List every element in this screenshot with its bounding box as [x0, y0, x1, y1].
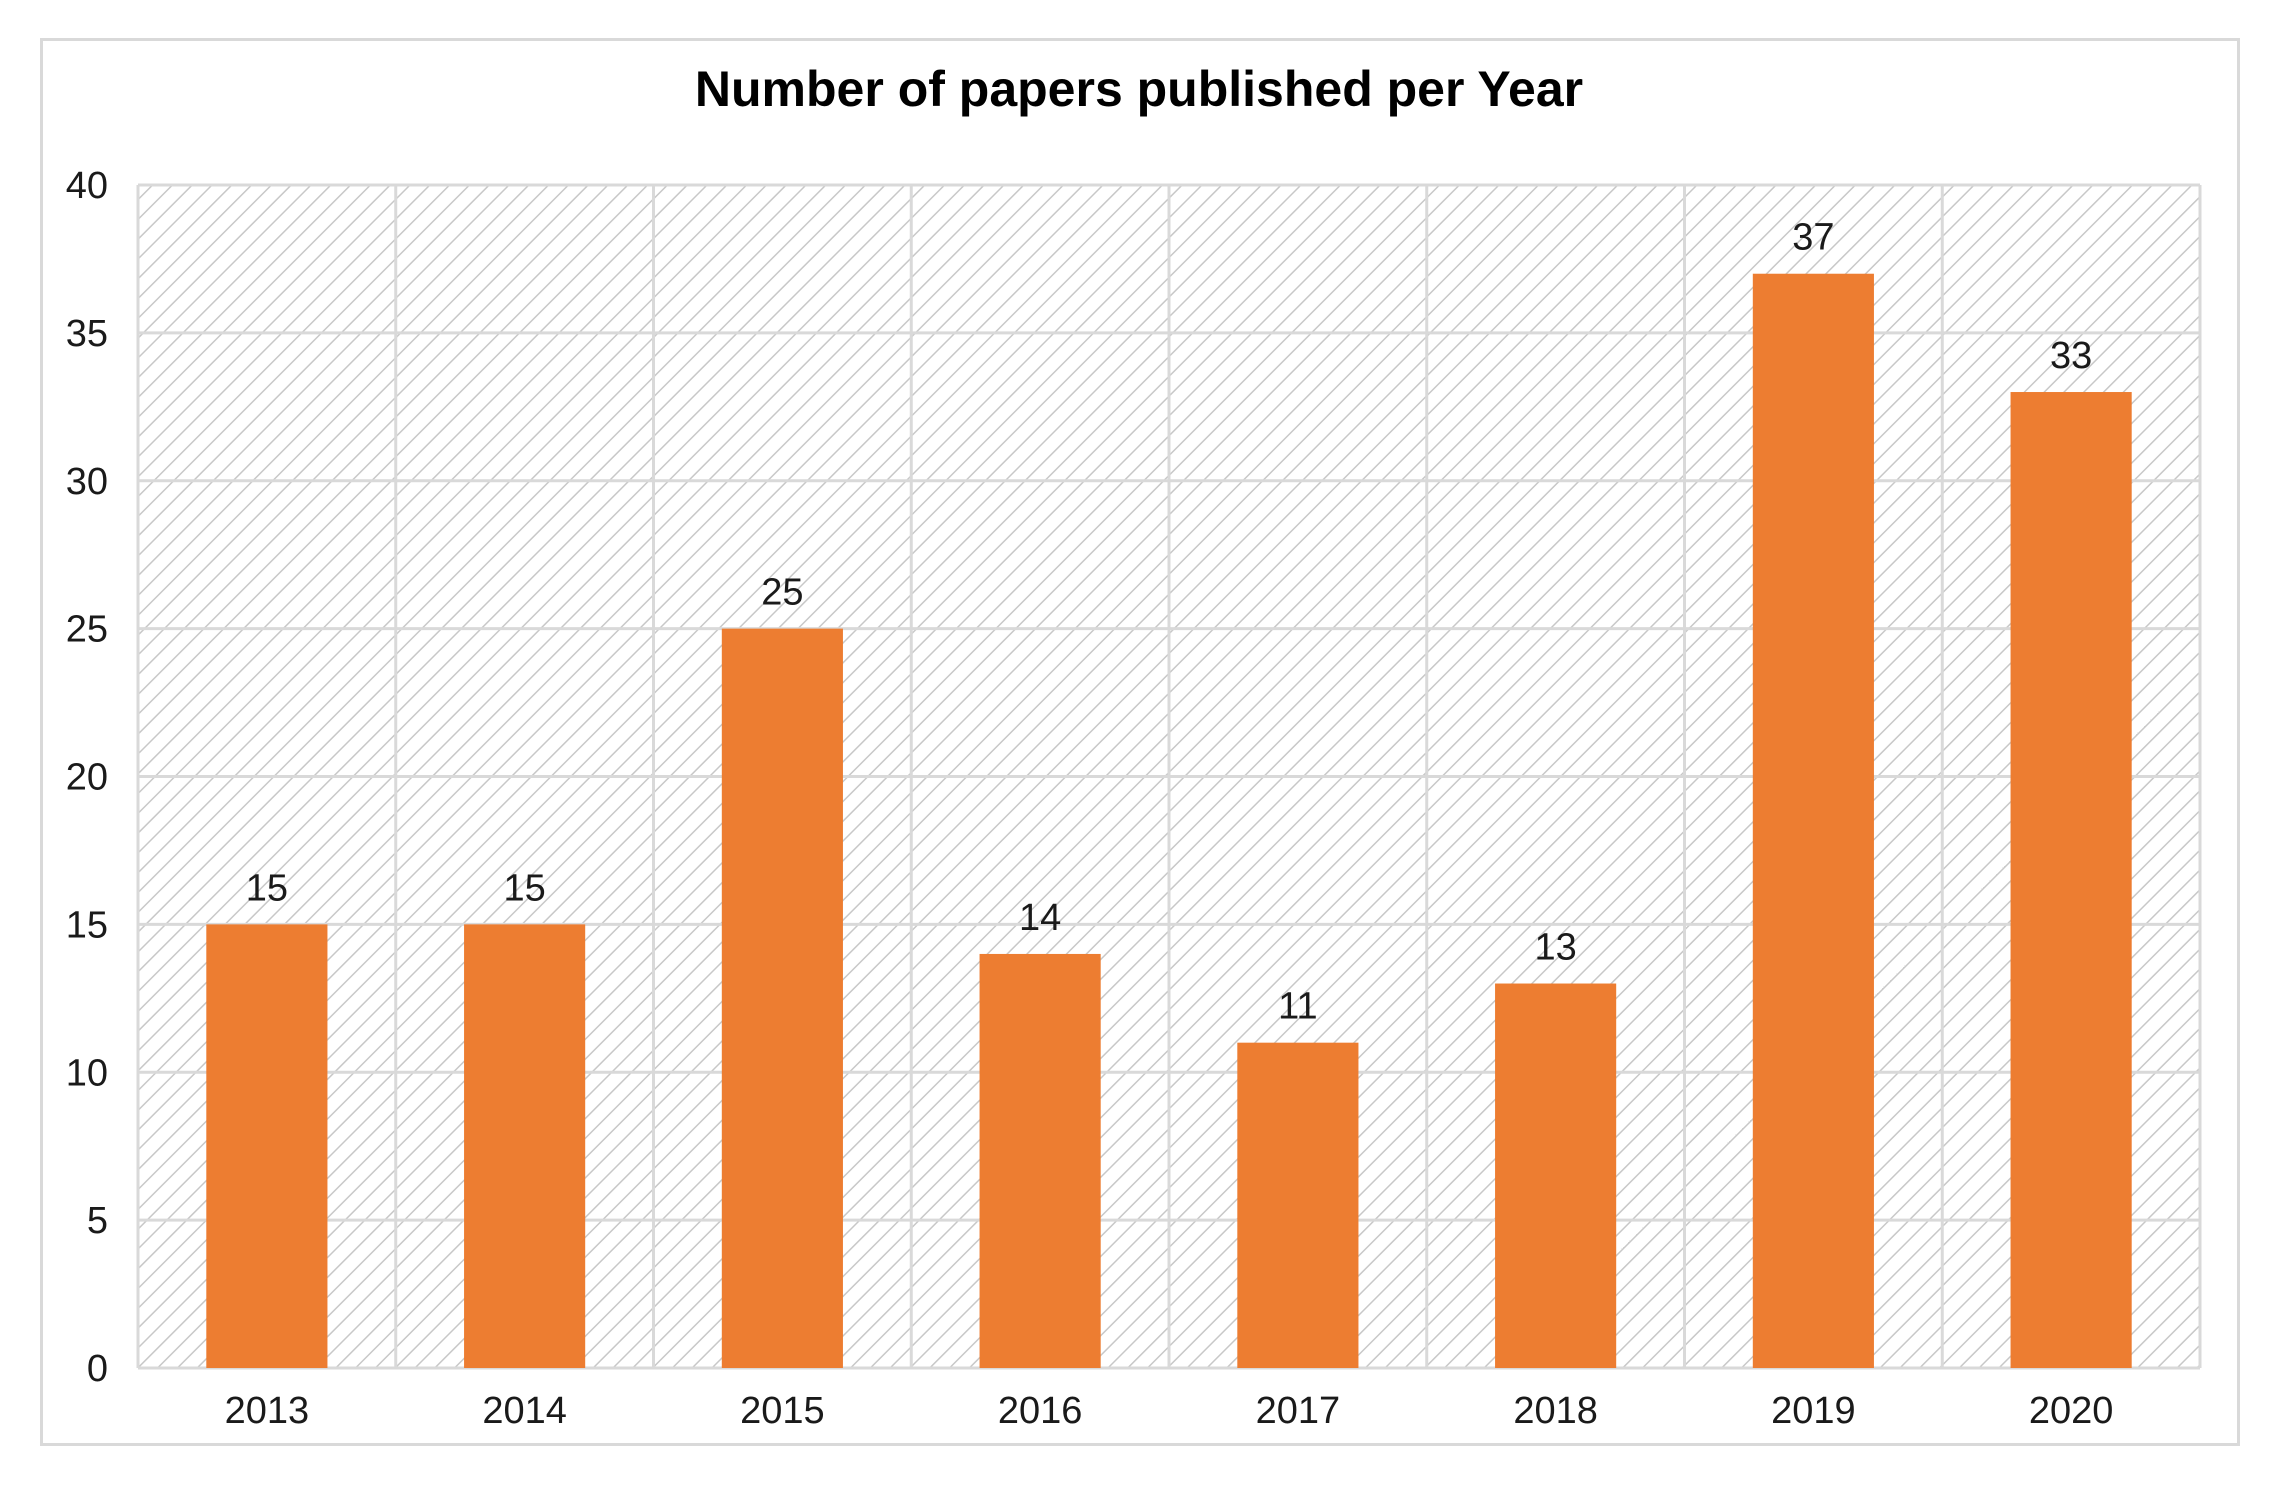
x-tick-label-2018: 2018 — [1513, 1390, 1598, 1432]
bar-2016 — [979, 953, 1101, 1368]
bar-2014 — [464, 924, 586, 1368]
data-label-2016: 14 — [1019, 897, 1061, 939]
chart-title: Number of papers published per Year — [694, 61, 1584, 117]
x-tick-label-2017: 2017 — [1256, 1390, 1341, 1432]
data-label-2019: 37 — [1792, 217, 1834, 259]
bars — [206, 273, 2132, 1369]
y-tick-label: 25 — [66, 609, 108, 651]
x-axis: 2013 2014 2015 2016 2017 2018 2019 2020 — [225, 1390, 2114, 1432]
x-tick-label-2015: 2015 — [740, 1390, 825, 1432]
x-tick-label-2020: 2020 — [2029, 1390, 2114, 1432]
y-tick-label: 5 — [87, 1200, 108, 1242]
data-label-2020: 33 — [2050, 335, 2092, 377]
y-axis: 0 5 10 15 20 25 30 35 40 — [66, 165, 108, 1390]
x-tick-label-2019: 2019 — [1771, 1390, 1856, 1432]
y-tick-label: 0 — [87, 1348, 108, 1390]
y-tick-label: 15 — [66, 904, 108, 946]
y-tick-label: 20 — [66, 757, 108, 799]
x-tick-label-2013: 2013 — [225, 1390, 310, 1432]
x-tick-label-2014: 2014 — [482, 1390, 567, 1432]
y-tick-label: 40 — [66, 165, 108, 207]
bar-2019 — [1752, 273, 1874, 1369]
y-tick-label: 30 — [66, 461, 108, 503]
data-label-2018: 13 — [1534, 927, 1576, 969]
data-label-2014: 15 — [503, 867, 545, 909]
data-label-2017: 11 — [1278, 986, 1317, 1028]
x-tick-label-2016: 2016 — [998, 1390, 1083, 1432]
y-tick-label: 10 — [66, 1052, 108, 1094]
data-label-2013: 15 — [246, 867, 288, 909]
data-labels: 15 15 25 14 11 13 37 33 — [246, 217, 2093, 1028]
data-label-2015: 25 — [761, 572, 803, 614]
bar-2020 — [2010, 392, 2132, 1368]
bar-2013 — [206, 924, 328, 1368]
bar-2017 — [1237, 1042, 1359, 1368]
bar-2015 — [721, 628, 843, 1368]
y-tick-label: 35 — [66, 313, 108, 355]
bar-2018 — [1495, 983, 1617, 1368]
